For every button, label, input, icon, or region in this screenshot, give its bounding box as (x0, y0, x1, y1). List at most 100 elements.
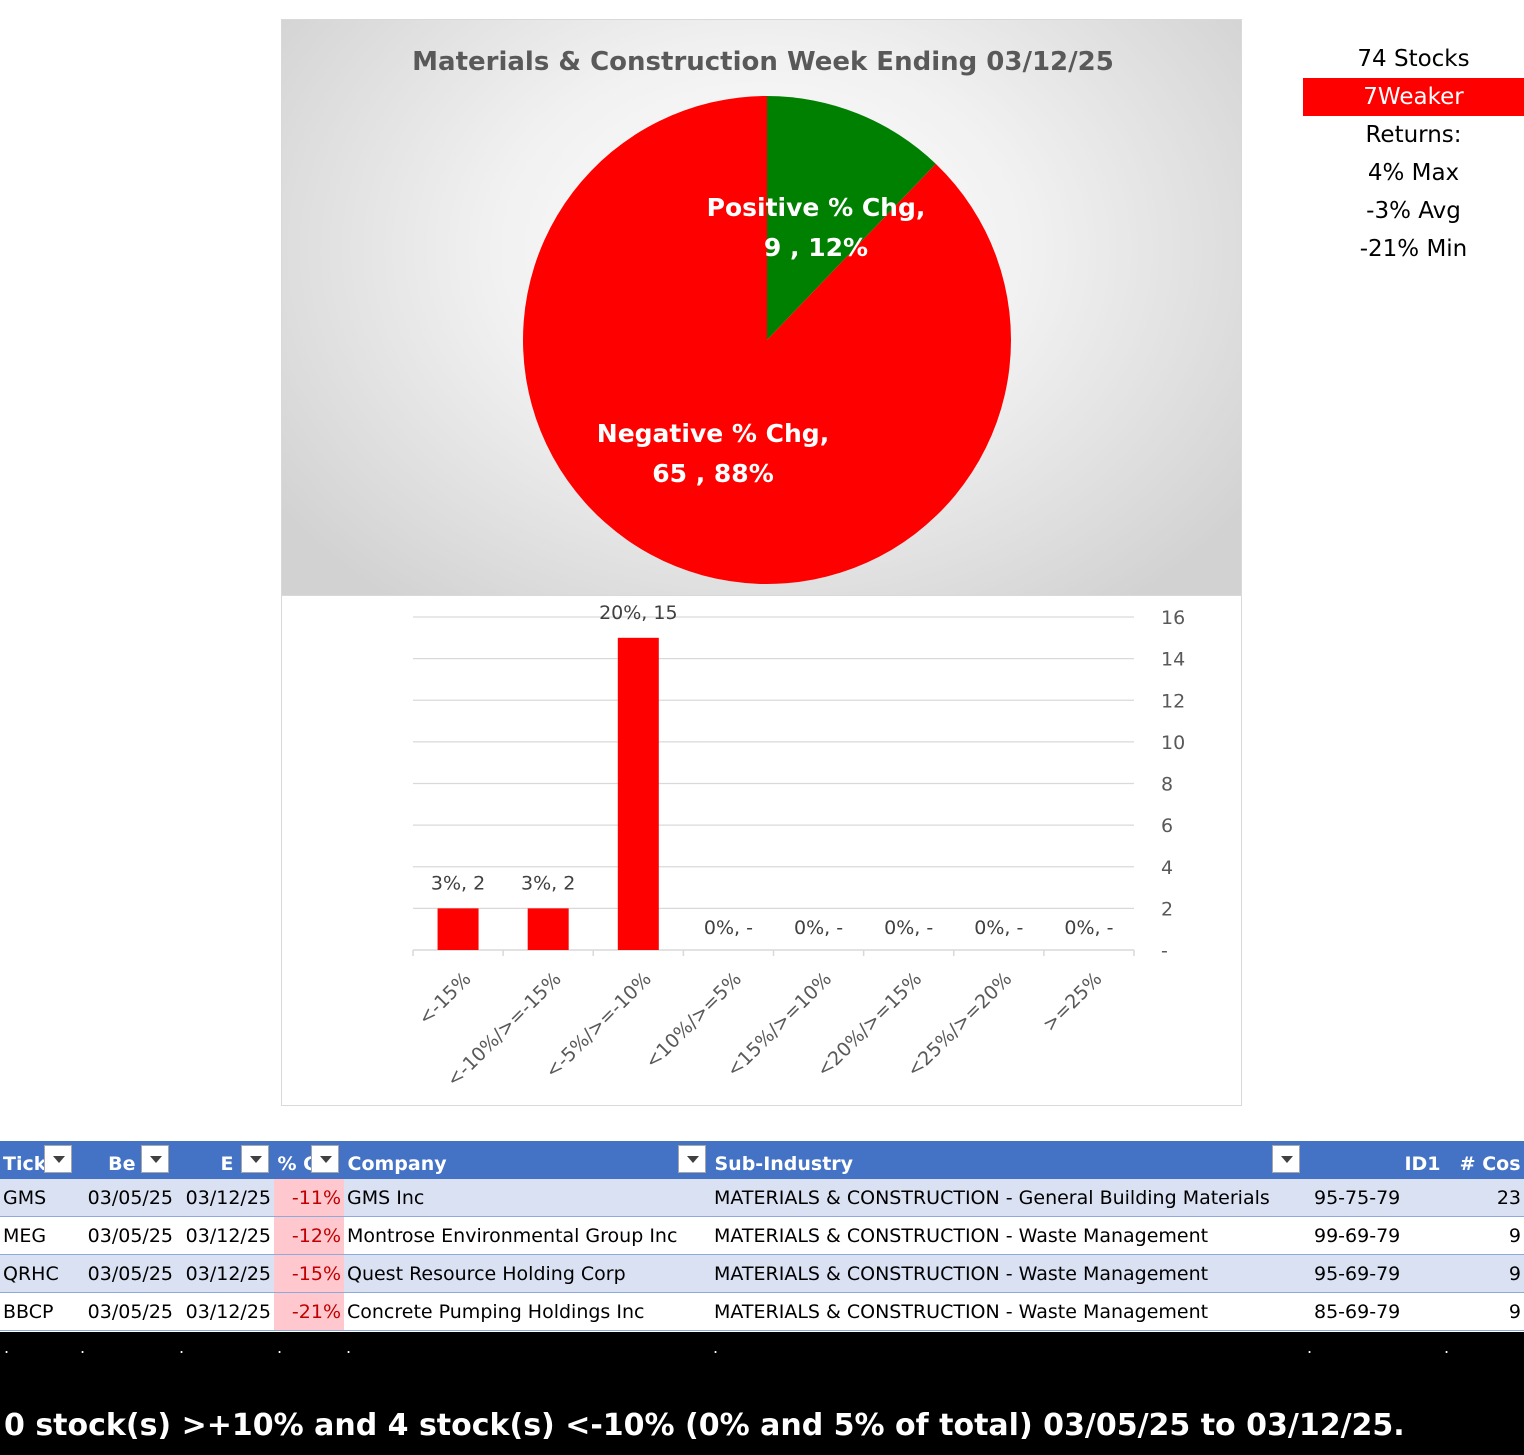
num-cos-cell[interactable]: 9 (1451, 1216, 1524, 1255)
table-header-row: Tick Be E % C Company Sub-Industry ID1 #… (0, 1141, 1524, 1179)
sub-industry-cell[interactable]: MATERIALS & CONSTRUCTION - Waste Managem… (711, 1254, 1311, 1293)
bar (527, 908, 569, 950)
begin-date-cell[interactable]: 03/05/25 (76, 1254, 176, 1293)
footer-text: 0 stock(s) >+10% and 4 stock(s) <-10% (0… (4, 1408, 1405, 1443)
y-tick-label: 8 (1161, 774, 1173, 796)
header-end[interactable]: E (176, 1141, 275, 1179)
end-date-cell[interactable]: 03/12/25 (176, 1292, 274, 1331)
id1-cell[interactable]: 85-69-79 (1311, 1292, 1451, 1331)
filter-dropdown-icon[interactable] (140, 1145, 169, 1173)
num-cos-cell[interactable]: 23 (1451, 1179, 1524, 1217)
filter-dropdown-icon[interactable] (677, 1145, 706, 1173)
pie-label-line1: Positive % Chg, (707, 193, 926, 222)
pct-change-cell[interactable]: -21% (274, 1292, 344, 1331)
end-date-cell[interactable]: 03/12/25 (176, 1216, 274, 1255)
ticker-cell[interactable]: GMS (0, 1179, 76, 1217)
pct-change-cell[interactable]: -11% (274, 1179, 344, 1217)
stock-table: Tick Be E % C Company Sub-Industry ID1 #… (0, 1141, 1524, 1331)
bar (437, 908, 479, 950)
table-row[interactable]: BBCP 03/05/25 03/12/25 -21% Concrete Pum… (0, 1292, 1524, 1331)
filter-dropdown-icon[interactable] (240, 1145, 269, 1173)
begin-date-cell[interactable]: 03/05/25 (76, 1216, 176, 1255)
filter-dropdown-icon[interactable] (1271, 1145, 1300, 1173)
company-cell[interactable]: Concrete Pumping Holdings Inc (344, 1292, 711, 1331)
header-pct-change[interactable]: % C (274, 1141, 345, 1179)
id1-cell[interactable]: 95-69-79 (1311, 1254, 1451, 1293)
end-date-cell[interactable]: 03/12/25 (176, 1254, 274, 1293)
bar-data-label: 3%, 2 (521, 872, 575, 894)
bar (617, 637, 659, 950)
footer-dot: . (346, 1338, 352, 1357)
ticker-cell[interactable]: QRHC (0, 1254, 76, 1293)
ticker-cell[interactable]: BBCP (0, 1292, 76, 1331)
bar-data-label: 20%, 15 (599, 602, 678, 624)
bar-chart: 3%, 2 3%, 2 20%, 15 0%, - 0%, - 0%, - 0%, - 0%,… (412, 602, 1185, 1091)
bar-data-label: 0%, - (974, 917, 1023, 939)
bar-data-label: 0%, - (704, 917, 753, 939)
sub-industry-cell[interactable]: MATERIALS & CONSTRUCTION - General Build… (711, 1179, 1311, 1217)
pie-chart-panel: Materials & Construction Week Ending 03/… (281, 19, 1242, 596)
end-date-cell[interactable]: 03/12/25 (176, 1179, 274, 1217)
y-tick-label: 10 (1161, 732, 1185, 754)
sub-industry-cell[interactable]: MATERIALS & CONSTRUCTION - Waste Managem… (711, 1292, 1311, 1331)
pie-data-label: Positive % Chg, 9 , 12% (700, 170, 932, 288)
header-num-cos[interactable]: # Cos (1451, 1141, 1524, 1179)
pct-change-cell[interactable]: -12% (274, 1216, 344, 1255)
returns-max: 4% Max (1367, 160, 1460, 186)
table-row[interactable]: QRHC 03/05/25 03/12/25 -15% Quest Resour… (0, 1254, 1524, 1293)
pie-label-line2: 65 , 88% (652, 459, 774, 488)
footer-dot: . (1444, 1338, 1450, 1357)
bar-data-label: 0%, - (794, 917, 843, 939)
header-ticker[interactable]: Tick (0, 1141, 77, 1179)
bar-data-label: 0%, - (1064, 917, 1113, 939)
id1-cell[interactable]: 95-75-79 (1311, 1179, 1451, 1217)
bar-data-label: 0%, - (884, 917, 933, 939)
filter-dropdown-icon[interactable] (310, 1145, 339, 1173)
footer-dot: . (277, 1338, 283, 1357)
pie-chart: Materials & Construction Week Ending 03/… (412, 47, 1114, 584)
pie-label-box (601, 396, 837, 514)
table-row[interactable]: GMS 03/05/25 03/12/25 -11% GMS Inc MATER… (0, 1179, 1524, 1217)
header-sub-industry[interactable]: Sub-Industry (711, 1141, 1312, 1179)
stock-count: 74 Stocks (1357, 46, 1470, 72)
returns-min: -21% Min (1359, 236, 1468, 262)
summary-box: 74 Stocks 7Weaker Returns: 4% Max -3% Av… (1303, 40, 1524, 268)
returns-label: Returns: (1365, 122, 1462, 148)
returns-avg: -3% Avg (1366, 198, 1461, 224)
pie-title: Materials & Construction Week Ending 03/… (412, 47, 1114, 77)
y-tick-label: 2 (1161, 898, 1173, 920)
pct-change-cell[interactable]: -15% (274, 1254, 344, 1293)
footer-summary-bar: . . . . . . . . 0 stock(s) >+10% and 4 s… (0, 1332, 1524, 1455)
sub-industry-cell[interactable]: MATERIALS & CONSTRUCTION - Waste Managem… (711, 1216, 1311, 1255)
pie-label-line1: Negative % Chg, (597, 419, 829, 448)
pie-label-line2: 9 , 12% (764, 233, 868, 262)
y-tick-label: 6 (1161, 815, 1173, 837)
footer-dot: . (4, 1338, 10, 1357)
begin-date-cell[interactable]: 03/05/25 (76, 1179, 176, 1217)
bar-data-label: 3%, 2 (431, 872, 485, 894)
begin-date-cell[interactable]: 03/05/25 (76, 1292, 176, 1331)
y-tick-label: 16 (1161, 607, 1185, 629)
company-cell[interactable]: Quest Resource Holding Corp (344, 1254, 711, 1293)
filter-dropdown-icon[interactable] (44, 1145, 72, 1173)
header-id1[interactable]: ID1 (1311, 1141, 1452, 1179)
ticker-cell[interactable]: MEG (0, 1216, 76, 1255)
footer-dot: . (80, 1338, 86, 1357)
header-company[interactable]: Company (344, 1141, 712, 1179)
pie-label-box (700, 170, 932, 288)
num-cos-cell[interactable]: 9 (1451, 1292, 1524, 1331)
company-cell[interactable]: GMS Inc (344, 1179, 711, 1217)
y-tick-label: 14 (1161, 649, 1185, 671)
company-cell[interactable]: Montrose Environmental Group Inc (344, 1216, 711, 1255)
footer-dot: . (179, 1338, 185, 1357)
header-begin[interactable]: Be (76, 1141, 177, 1179)
x-category-label: <-15% (414, 968, 476, 1030)
y-tick-label: - (1161, 940, 1168, 962)
footer-dot: . (713, 1338, 719, 1357)
pie-slice-positive (767, 96, 936, 340)
bar-chart-panel: 3%, 2 3%, 2 20%, 15 0%, - 0%, - 0%, - 0%, - 0%,… (281, 596, 1242, 1106)
id1-cell[interactable]: 99-69-79 (1311, 1216, 1451, 1255)
table-row[interactable]: MEG 03/05/25 03/12/25 -12% Montrose Envi… (0, 1216, 1524, 1255)
y-tick-label: 4 (1161, 857, 1173, 879)
num-cos-cell[interactable]: 9 (1451, 1254, 1524, 1293)
